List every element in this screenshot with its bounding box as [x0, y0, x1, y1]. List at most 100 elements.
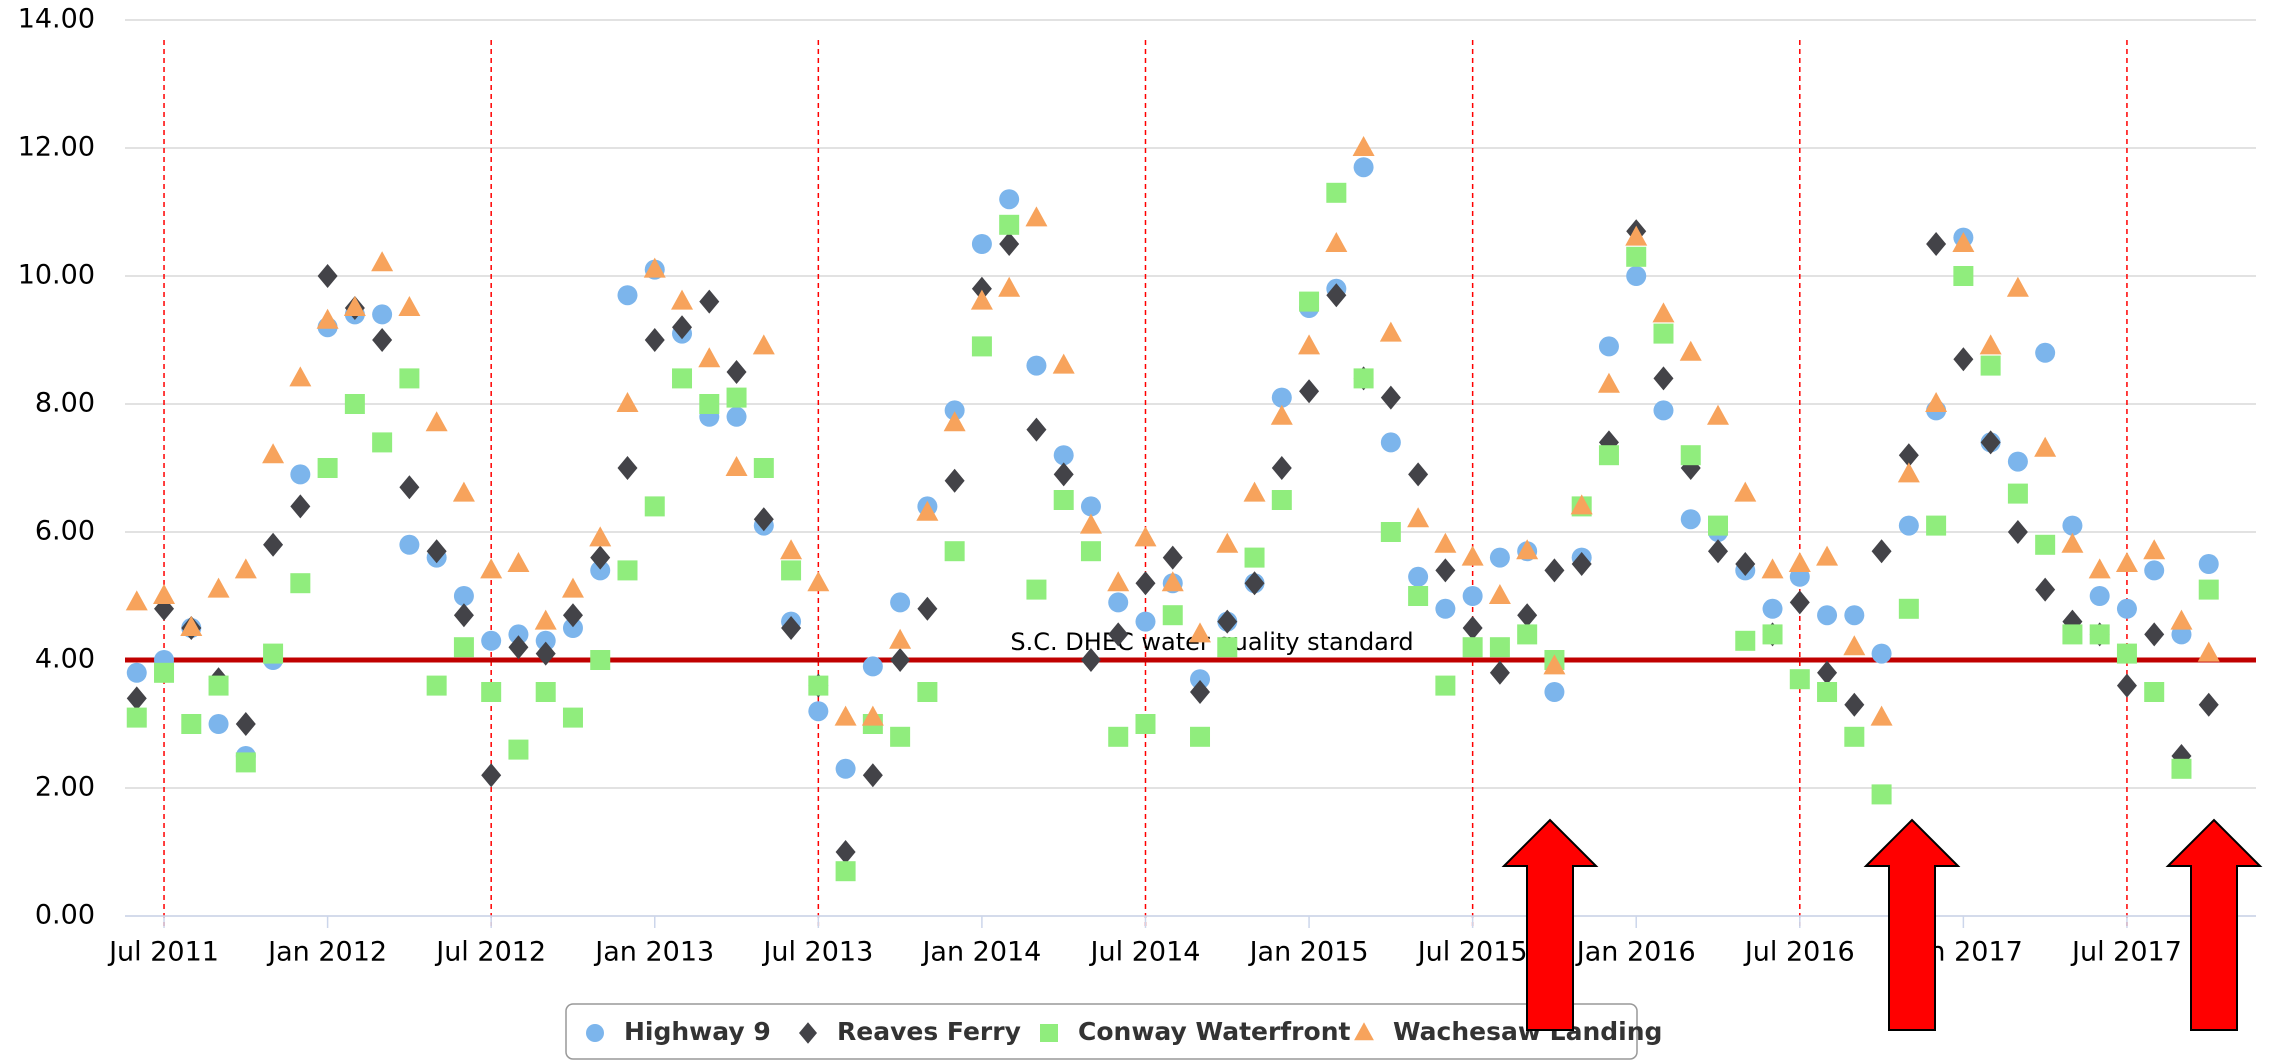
point: [1952, 232, 1975, 252]
point: [426, 675, 447, 696]
legend-label[interactable]: Highway 9: [624, 1017, 771, 1046]
point: [2197, 641, 2220, 662]
arrow: [1863, 818, 1961, 1031]
point: [971, 276, 992, 301]
point: [1925, 392, 1948, 412]
point: [1408, 462, 1429, 487]
y-tick-label: 4.00: [35, 644, 95, 675]
point: [699, 289, 720, 314]
point: [616, 392, 639, 412]
point: [372, 328, 393, 352]
point: [317, 458, 338, 478]
point: [2035, 534, 2056, 555]
point: [617, 560, 638, 581]
point: [1217, 637, 1238, 658]
point: [126, 686, 147, 711]
legend-label[interactable]: Reaves Ferry: [837, 1017, 1021, 1046]
point: [2116, 598, 2137, 619]
point: [2171, 758, 2192, 779]
point: [1544, 558, 1565, 583]
point: [781, 616, 802, 640]
point: [1408, 566, 1429, 587]
arrows: [1501, 818, 2263, 1031]
point: [944, 468, 965, 493]
point: [590, 650, 611, 670]
point: [535, 630, 556, 651]
point: [808, 675, 829, 696]
point: [1025, 206, 1048, 227]
point: [2198, 579, 2219, 600]
points: [125, 136, 2220, 882]
point: [1407, 507, 1430, 528]
point: [944, 541, 965, 562]
point: [1898, 598, 1919, 619]
point: [1462, 637, 1483, 658]
point: [317, 264, 338, 288]
legend-item[interactable]: Reaves Ferry: [799, 1017, 1021, 1046]
legend-item[interactable]: Wachesaw Landing: [1354, 1017, 1662, 1046]
point: [263, 532, 284, 557]
point: [2035, 342, 2056, 363]
point: [1980, 355, 2001, 376]
point: [1680, 445, 1701, 466]
grid: [125, 19, 2256, 917]
y-tick-label: 10.00: [18, 260, 95, 291]
point: [1379, 321, 1402, 342]
y-tick-label: 0.00: [35, 900, 95, 931]
point: [1489, 637, 1510, 658]
y-tick-label: 12.00: [18, 132, 95, 163]
point: [1352, 136, 1375, 156]
point: [890, 726, 911, 747]
point: [1299, 379, 1320, 404]
point: [1190, 726, 1211, 747]
point: [1353, 368, 1374, 389]
x-tick-label: Jan 2015: [1248, 937, 1369, 968]
legend: Highway 9 Reaves Ferry Conway Waterfront Wa…: [586, 1017, 1662, 1046]
point: [1243, 481, 1266, 502]
point: [1817, 605, 1838, 626]
point: [1434, 532, 1457, 553]
legend-item[interactable]: Conway Waterfront: [1040, 1017, 1350, 1046]
point: [1135, 611, 1156, 632]
point: [1980, 430, 2001, 455]
y-tick-label: 2.00: [35, 772, 95, 803]
point: [1844, 726, 1865, 747]
point: [726, 387, 747, 408]
point: [916, 500, 939, 521]
point: [344, 394, 365, 414]
point: [1380, 385, 1401, 410]
point: [1707, 404, 1730, 425]
point: [2143, 539, 2166, 560]
point: [1816, 545, 1839, 566]
y-tick-label: 8.00: [35, 388, 95, 419]
point: [835, 840, 856, 864]
x-tick-label: Jul 2013: [761, 937, 873, 968]
point: [207, 577, 230, 598]
point: [1026, 355, 1047, 376]
threshold: S.C. DHEC water quality standard: [125, 628, 2256, 663]
point: [1107, 571, 1130, 592]
point: [371, 251, 394, 272]
point: [2116, 673, 2137, 698]
point: [1244, 547, 1265, 568]
point: [453, 586, 474, 606]
point: [672, 368, 693, 389]
point: [1762, 598, 1783, 619]
point: [1271, 456, 1292, 480]
legend-label[interactable]: Conway Waterfront: [1078, 1017, 1350, 1046]
arrow: [2165, 818, 2263, 1031]
point: [971, 234, 992, 254]
point: [1299, 291, 1320, 312]
point: [2089, 624, 2110, 645]
point: [780, 539, 803, 560]
point: [834, 705, 857, 726]
point: [753, 507, 774, 532]
legend-item[interactable]: Highway 9: [586, 1017, 771, 1046]
point: [290, 464, 311, 485]
point: [861, 705, 884, 726]
point: [453, 637, 474, 658]
point: [1489, 660, 1510, 685]
point: [1517, 603, 1538, 628]
point: [808, 701, 829, 722]
